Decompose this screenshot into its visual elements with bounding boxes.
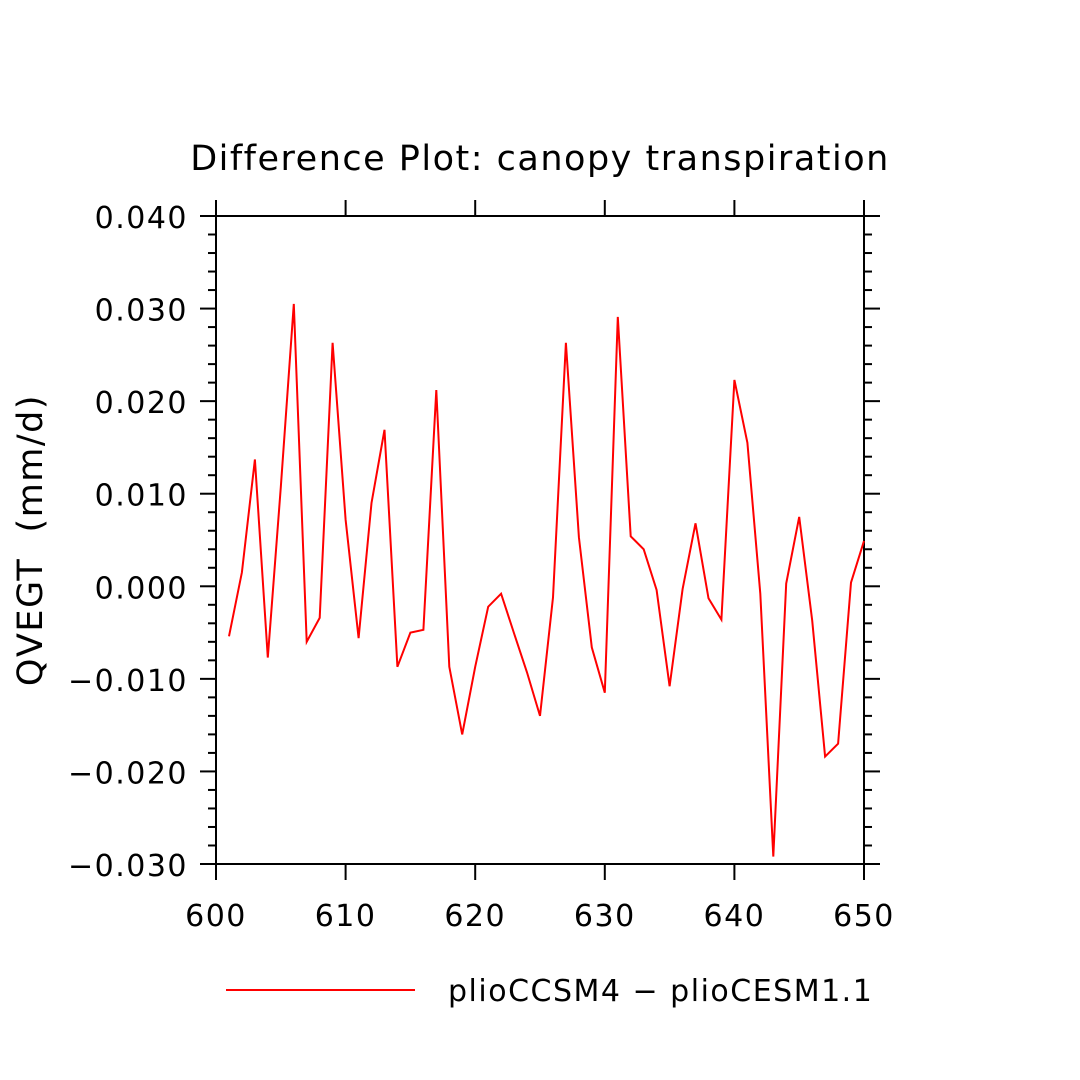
y-tick-label: −0.030: [68, 849, 188, 884]
legend-label: plioCCSM4 − plioCESM1.1: [448, 974, 873, 1009]
series-line: [228, 303, 865, 857]
y-tick-label: −0.020: [68, 756, 188, 791]
x-tick-label: 630: [574, 899, 636, 934]
plot-frame: [215, 215, 865, 865]
legend: plioCCSM4 − plioCESM1.1: [226, 974, 873, 1009]
x-tick-labels: 600 610 620 630 640 650: [185, 899, 895, 934]
x-tick-label: 650: [833, 899, 895, 934]
y-tick-label: 0.040: [95, 201, 188, 236]
chart-title: Difference Plot: canopy transpiration: [190, 139, 890, 179]
axis-ticks: [200, 200, 880, 880]
y-tick-label: 0.020: [95, 386, 188, 421]
x-tick-label: 600: [185, 899, 247, 934]
x-tick-label: 640: [704, 899, 766, 934]
y-tick-label: 0.010: [95, 479, 188, 514]
y-tick-label: 0.030: [95, 294, 188, 329]
y-tick-label: −0.010: [68, 664, 188, 699]
y-tick-label: 0.000: [95, 571, 188, 606]
y-axis-label: QVEGT (mm/d): [11, 394, 51, 686]
y-tick-labels: −0.030 −0.020 −0.010 0.000 0.010 0.020 0.030 0.…: [68, 201, 188, 884]
x-tick-label: 620: [444, 899, 506, 934]
x-tick-label: 610: [315, 899, 377, 934]
